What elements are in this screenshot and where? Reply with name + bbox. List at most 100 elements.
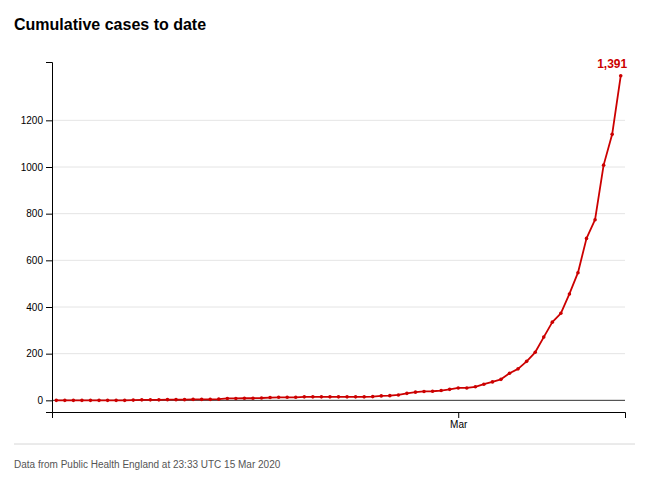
x-tick-mark [458, 412, 459, 418]
point [448, 388, 452, 392]
x-tick-label: Mar [450, 419, 468, 430]
y-tick-mark [46, 120, 52, 121]
point [585, 237, 589, 241]
point [516, 367, 520, 371]
point [268, 396, 272, 400]
point [183, 398, 187, 402]
y-tick: 800 [26, 208, 52, 219]
point [397, 393, 401, 397]
point [593, 218, 597, 222]
point [97, 399, 101, 403]
point [619, 74, 623, 78]
point [576, 271, 580, 275]
y-tick-label: 800 [26, 208, 43, 219]
marks [54, 74, 622, 402]
point [63, 399, 67, 403]
y-tick-mark [46, 400, 52, 401]
y-tick-label: 600 [26, 255, 43, 266]
point [131, 398, 135, 402]
point [191, 398, 195, 402]
point [234, 397, 238, 401]
title: Cumulative cases to date [14, 16, 206, 33]
point [294, 396, 298, 400]
point [337, 395, 341, 399]
point [414, 390, 418, 394]
point [525, 360, 529, 364]
point [491, 380, 495, 384]
y-tick-mark [46, 167, 52, 168]
y-tick-label: 1200 [21, 115, 44, 126]
point [422, 390, 426, 394]
grid-line [52, 307, 625, 308]
point [345, 395, 349, 399]
point [551, 320, 555, 324]
y-tick-mark [46, 260, 52, 261]
point [200, 398, 204, 402]
x-axis: Mar [53, 412, 626, 430]
point [302, 395, 306, 399]
point [456, 386, 460, 390]
annotation: 1,391 [597, 57, 627, 71]
y-tick: 600 [26, 255, 52, 266]
divider [14, 444, 635, 445]
point [72, 399, 76, 403]
point [226, 397, 230, 401]
point [311, 395, 315, 399]
point [140, 398, 144, 402]
point [106, 399, 110, 403]
point [542, 335, 546, 339]
point [123, 399, 127, 403]
x-tick: Mar [450, 412, 468, 430]
point [482, 382, 486, 386]
point [533, 350, 537, 354]
y-tick-mark [46, 307, 52, 308]
y-tick: 400 [26, 302, 52, 313]
point [277, 396, 281, 400]
y-tick-label: 1000 [21, 162, 44, 173]
line [56, 76, 620, 401]
point [251, 396, 255, 400]
plot: 0 200 400 600 800 1000 1200 Mar 1,391 [21, 57, 628, 430]
point [431, 389, 435, 393]
y-axis-line [46, 63, 53, 413]
chart: Cumulative cases to date 0 200 400 600 800 100… [0, 0, 649, 490]
y-tick: 1000 [21, 162, 52, 173]
point [157, 398, 161, 402]
point [559, 312, 563, 316]
point [260, 396, 264, 400]
point [320, 395, 324, 399]
y-tick: 0 [37, 395, 52, 406]
y-tick: 1200 [21, 115, 52, 126]
point [610, 133, 614, 137]
point [208, 398, 212, 402]
grid-line [52, 353, 625, 354]
point [508, 371, 512, 375]
y-tick-label: 200 [26, 348, 43, 359]
x-axis-line [53, 413, 626, 419]
point [114, 399, 118, 403]
point [54, 399, 58, 403]
point [285, 396, 289, 400]
point [499, 378, 503, 382]
point [379, 394, 383, 398]
y-tick: 200 [26, 348, 52, 359]
footnote: Data from Public Health England at 23:33… [14, 459, 281, 470]
point [80, 399, 84, 403]
point [568, 292, 572, 296]
grid-line [52, 260, 625, 261]
y-axis: 0 200 400 600 800 1000 1200 [21, 63, 53, 413]
point [388, 394, 392, 398]
point [166, 398, 170, 402]
y-tick-mark [46, 214, 52, 215]
point [217, 397, 221, 401]
y-tick-mark [46, 354, 52, 355]
point [174, 398, 178, 402]
grid [52, 120, 625, 400]
point [602, 163, 606, 167]
point [354, 395, 358, 399]
point [465, 386, 469, 390]
point [405, 392, 409, 396]
grid-line [52, 120, 625, 121]
point [149, 398, 153, 402]
point [362, 395, 366, 399]
